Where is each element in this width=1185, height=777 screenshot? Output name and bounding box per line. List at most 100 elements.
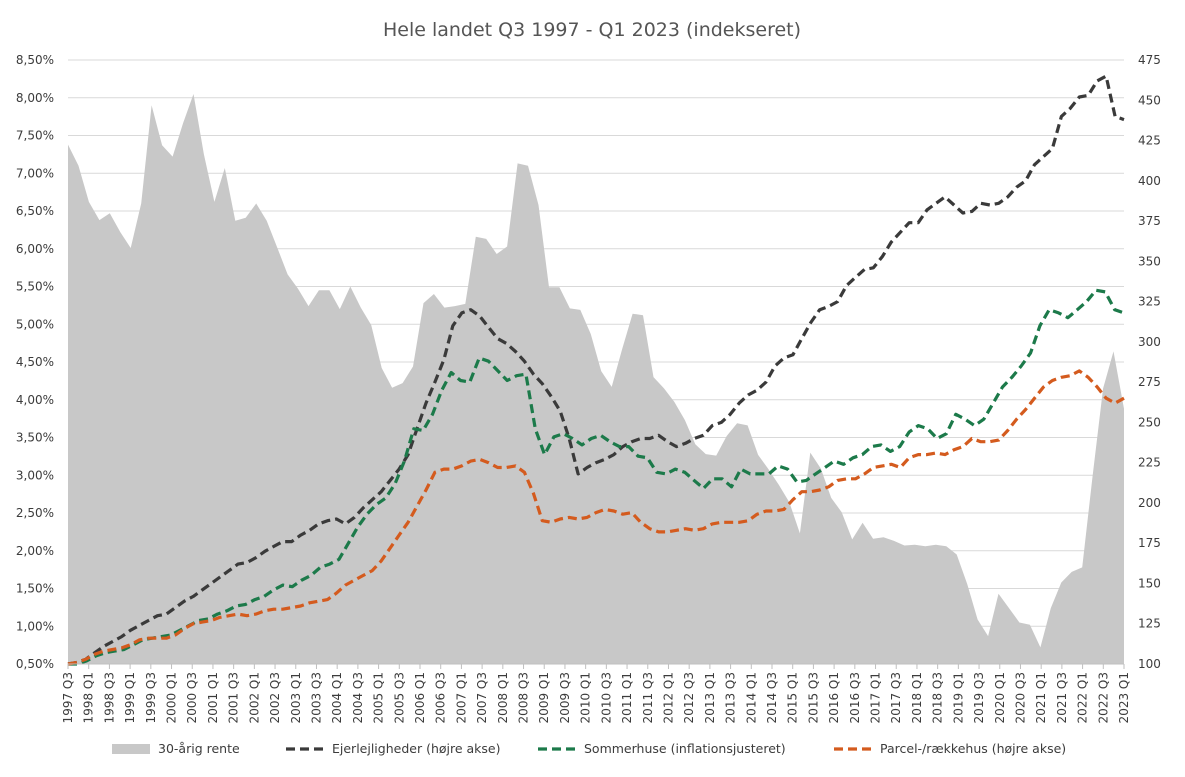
- x-tick-label: 2003 Q3: [309, 672, 323, 723]
- left-tick-label: 2,00%: [16, 544, 54, 558]
- right-tick-label: 400: [1138, 174, 1161, 188]
- x-tick-label: 2018 Q3: [931, 672, 945, 723]
- legend-label: 30-årig rente: [158, 741, 240, 756]
- x-tick-label: 2016 Q3: [848, 672, 862, 723]
- x-tick-label: 2001 Q1: [206, 672, 220, 723]
- left-tick-label: 3,50%: [16, 431, 54, 445]
- left-tick-label: 6,00%: [16, 242, 54, 256]
- left-tick-label: 8,50%: [16, 53, 54, 67]
- x-tick-label: 2013 Q3: [724, 672, 738, 723]
- x-tick-label: 2000 Q1: [165, 672, 179, 723]
- x-tick-label: 2019 Q3: [972, 672, 986, 723]
- left-tick-label: 6,50%: [16, 204, 54, 218]
- left-tick-label: 2,50%: [16, 506, 54, 520]
- x-tick-label: 2020 Q1: [993, 672, 1007, 723]
- x-tick-label: 2003 Q1: [289, 672, 303, 723]
- legend-item-ejerlejligheder: Ejerlejligheder (højre akse): [286, 741, 501, 756]
- x-tick-label: 2002 Q1: [247, 672, 261, 723]
- area-series: [68, 94, 1124, 664]
- x-tick-label: 1997 Q3: [61, 672, 75, 723]
- line-parcel-raekkehus: [67, 369, 1125, 666]
- x-tick-label: 2005 Q1: [372, 672, 386, 723]
- left-tick-label: 5,50%: [16, 280, 54, 294]
- right-tick-label: 300: [1138, 335, 1161, 349]
- x-tick-label: 1999 Q1: [123, 672, 137, 723]
- legend-label: Parcel-/rækkehus (højre akse): [880, 741, 1066, 756]
- x-tick-label: 2007 Q1: [454, 672, 468, 723]
- x-tick-label: 2014 Q3: [765, 672, 779, 723]
- x-tick-label: 2021 Q3: [1055, 672, 1069, 723]
- x-tick-label: 2009 Q1: [537, 672, 551, 723]
- x-tick-label: 2006 Q1: [413, 672, 427, 723]
- x-tick-label: 2021 Q1: [1034, 672, 1048, 723]
- left-tick-label: 7,00%: [16, 166, 54, 180]
- x-tick-label: 1998 Q1: [82, 672, 96, 723]
- legend-item-sommerhuse: Sommerhuse (inflationsjusteret): [538, 741, 786, 756]
- x-tick-label: 2002 Q3: [268, 672, 282, 723]
- x-tick-label: 2023 Q1: [1117, 672, 1131, 723]
- x-tick-label: 2022 Q3: [1096, 672, 1110, 723]
- x-tick-label: 2004 Q1: [330, 672, 344, 723]
- right-tick-label: 475: [1138, 53, 1161, 67]
- left-tick-label: 7,50%: [16, 129, 54, 143]
- left-axis: 0,50% 1,00% 1,50% 2,00% 2,50% 3,00% 3,50% 4,00%…: [16, 53, 54, 671]
- right-tick-label: 150: [1138, 576, 1161, 590]
- right-tick-label: 250: [1138, 415, 1161, 429]
- line-sommerhuse: [68, 288, 1125, 666]
- right-tick-label: 100: [1138, 657, 1161, 671]
- x-tick-label: 2005 Q3: [392, 672, 406, 723]
- x-tick-label: 2007 Q3: [475, 672, 489, 723]
- right-tick-label: 125: [1138, 617, 1161, 631]
- right-tick-label: 200: [1138, 496, 1161, 510]
- right-tick-label: 275: [1138, 375, 1161, 389]
- x-tick-label: 2022 Q1: [1076, 672, 1090, 723]
- x-tick-label: 2004 Q3: [351, 672, 365, 723]
- x-tick-label: 2012 Q1: [661, 672, 675, 723]
- left-tick-label: 5,00%: [16, 317, 54, 331]
- x-tick-label: 2019 Q1: [951, 672, 965, 723]
- x-tick-label: 2010 Q3: [599, 672, 613, 723]
- legend-item-parcel-raekkehus: Parcel-/rækkehus (højre akse): [834, 741, 1066, 756]
- legend-swatch: [112, 744, 150, 754]
- x-tick-label: 2013 Q1: [703, 672, 717, 723]
- chart-title: Hele landet Q3 1997 - Q1 2023 (indeksere…: [383, 19, 801, 41]
- x-tick-label: 2011 Q3: [641, 672, 655, 723]
- x-tick-label: 2017 Q3: [889, 672, 903, 723]
- x-tick-label: 2020 Q3: [1013, 672, 1027, 723]
- x-tick-label: 2012 Q3: [682, 672, 696, 723]
- left-tick-label: 0,50%: [16, 657, 54, 671]
- x-tick-label: 2009 Q3: [558, 672, 572, 723]
- left-tick-label: 4,00%: [16, 393, 54, 407]
- right-tick-label: 450: [1138, 93, 1161, 107]
- right-tick-label: 225: [1138, 456, 1161, 470]
- left-tick-label: 8,00%: [16, 91, 54, 105]
- right-axis: 100 125 150 175 200 225 250 275 300 325 350 375 400 4…: [1138, 53, 1161, 671]
- x-tick-label: 1998 Q3: [102, 672, 116, 723]
- legend-item-30-aarig-rente: 30-årig rente: [112, 741, 240, 756]
- x-tick-label: 2006 Q3: [434, 672, 448, 723]
- right-tick-label: 375: [1138, 214, 1161, 228]
- x-tick-label: 2014 Q1: [744, 672, 758, 723]
- x-tick-label: 2010 Q1: [579, 672, 593, 723]
- x-tick-label: 2018 Q1: [910, 672, 924, 723]
- x-tick-label: 2000 Q3: [185, 672, 199, 723]
- area-30-aarig-rente: [68, 94, 1124, 664]
- legend-label: Sommerhuse (inflationsjusteret): [584, 741, 786, 756]
- x-tick-label: 2008 Q1: [496, 672, 510, 723]
- legend: 30-årig rente Ejerlejligheder (højre akse…: [112, 741, 1066, 756]
- x-tick-label: 2015 Q1: [786, 672, 800, 723]
- x-tick-label: 2015 Q3: [806, 672, 820, 723]
- line-ejerlejligheder: [67, 74, 1125, 666]
- right-tick-label: 325: [1138, 295, 1161, 309]
- left-tick-label: 1,00%: [16, 619, 54, 633]
- x-axis: 1997 Q3 1998 Q1 1998 Q3 1999 Q1 1999 Q3 2000 …: [61, 663, 1131, 723]
- x-tick-label: 2011 Q1: [620, 672, 634, 723]
- right-tick-label: 175: [1138, 536, 1161, 550]
- left-tick-label: 1,50%: [16, 582, 54, 596]
- right-tick-label: 425: [1138, 134, 1161, 148]
- line-series: [67, 74, 1125, 666]
- x-tick-label: 2016 Q1: [827, 672, 841, 723]
- left-tick-label: 4,50%: [16, 355, 54, 369]
- x-tick-label: 2017 Q1: [869, 672, 883, 723]
